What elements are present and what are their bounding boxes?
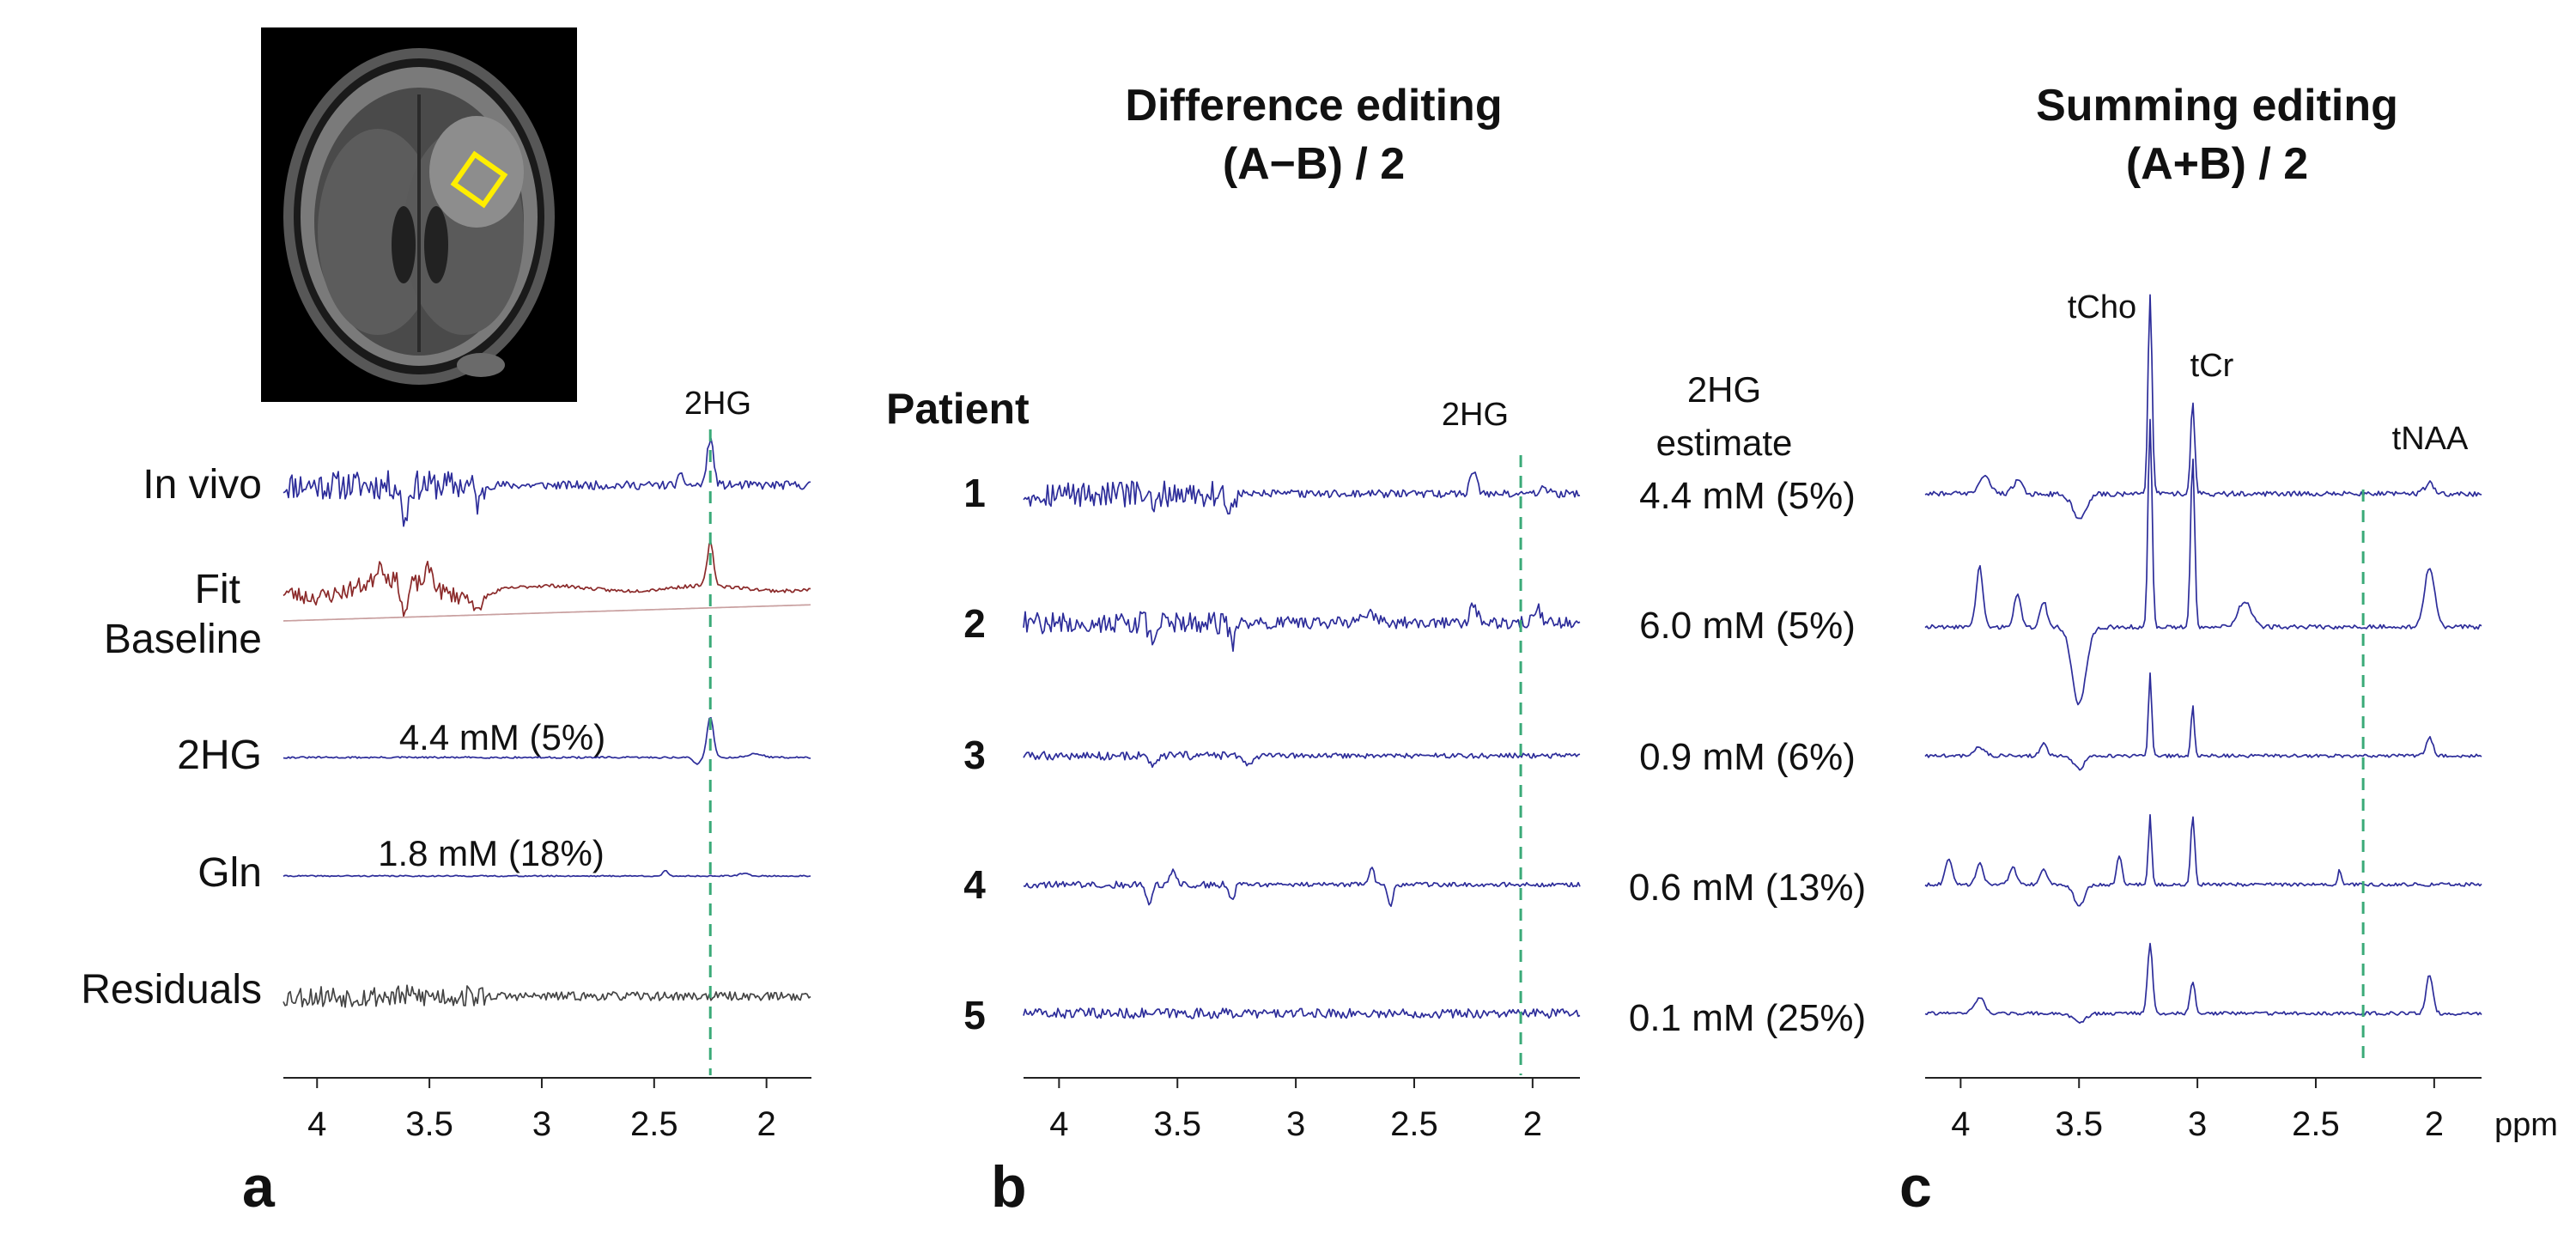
patient-id: 5 xyxy=(963,993,986,1037)
estimate-value: 0.6 mM (13%) xyxy=(1629,867,1866,909)
spectrum-summed xyxy=(1924,672,2482,771)
annotation-gln-conc: 1.8 mM (18%) xyxy=(378,833,605,873)
estimate-header-line1: 2HG xyxy=(1687,369,1761,410)
x-axis-ticks-b: 4 3.5 3 2.5 2 xyxy=(1049,1078,1542,1143)
x-tick-label: 2.5 xyxy=(630,1105,678,1143)
spectrum-baseline xyxy=(283,604,811,622)
x-tick-label: 2 xyxy=(757,1105,776,1143)
title-c-line1: Summing editing xyxy=(2036,81,2398,131)
x-tick-label: 3.5 xyxy=(1153,1105,1201,1143)
x-tick-label: 2.5 xyxy=(1390,1105,1438,1143)
row-label-baseline: Baseline xyxy=(104,617,262,662)
spectrum-summed xyxy=(1924,813,2482,907)
spectrum-patient xyxy=(1023,867,1581,908)
spectra-panel-c xyxy=(1924,294,2482,1024)
x-axis-ticks-a: 4 3.5 3 2.5 2 xyxy=(307,1078,776,1143)
spectrum-patient xyxy=(1023,471,1581,515)
panel-c: Summing editing (A+B) / 2 tCho tCr tNAA … xyxy=(1899,81,2558,1220)
estimate-value: 0.1 mM (25%) xyxy=(1629,997,1866,1039)
panel-letter-a: a xyxy=(242,1154,276,1220)
x-tick-label: 3 xyxy=(1286,1105,1305,1143)
x-tick-label: 2 xyxy=(2425,1105,2444,1143)
spectrum-summed xyxy=(1924,942,2482,1024)
x-tick-label: 3.5 xyxy=(405,1105,453,1143)
estimate-header-line2: estimate xyxy=(1656,423,1793,463)
spectrum-in-vivo xyxy=(283,437,811,527)
peak-label-tcr: tCr xyxy=(2190,348,2234,384)
x-tick-label: 4 xyxy=(307,1105,326,1143)
peak-label-2hg-b: 2HG xyxy=(1442,397,1509,433)
estimate-value: 6.0 mM (5%) xyxy=(1639,605,1856,647)
peak-label-tcho: tCho xyxy=(2068,289,2136,325)
patient-estimates: 4.4 mM (5%) 6.0 mM (5%) 0.9 mM (6%) 0.6 … xyxy=(1629,475,1866,1039)
x-tick-label: 4 xyxy=(1951,1105,1970,1143)
spectrum-patient xyxy=(1023,751,1581,769)
spectrum-patient xyxy=(1023,1007,1581,1019)
panel-letter-c: c xyxy=(1899,1154,1932,1220)
spectra-panel-a xyxy=(283,437,811,1008)
x-axis-ticks-c: 4 3.5 3 2.5 2 xyxy=(1951,1078,2444,1143)
patient-id: 1 xyxy=(963,471,986,515)
spectrum-summed xyxy=(1924,418,2482,706)
spectrum-summed xyxy=(1924,294,2482,520)
spectrum-2hg-component xyxy=(283,716,811,765)
row-label-residuals: Residuals xyxy=(81,967,262,1013)
spectrum-residuals xyxy=(283,984,811,1008)
spectra-panel-b xyxy=(1023,471,1581,1019)
x-tick-label: 3 xyxy=(532,1105,551,1143)
row-label-fit: Fit xyxy=(195,567,240,612)
title-b-line2: (A−B) / 2 xyxy=(1223,139,1405,189)
x-tick-label: 2.5 xyxy=(2292,1105,2340,1143)
x-tick-label: 3 xyxy=(2188,1105,2207,1143)
estimate-value: 4.4 mM (5%) xyxy=(1639,475,1856,517)
title-b-line1: Difference editing xyxy=(1125,81,1502,131)
panel-letter-b: b xyxy=(991,1154,1027,1220)
patient-id: 2 xyxy=(963,601,986,646)
x-tick-label: 2 xyxy=(1523,1105,1542,1143)
patient-id: 4 xyxy=(963,862,986,907)
x-tick-label: 3.5 xyxy=(2055,1105,2103,1143)
patient-id: 3 xyxy=(963,733,986,777)
panel-b: Difference editing (A−B) / 2 Patient 2HG… xyxy=(886,81,1866,1220)
peak-label-tnaa: tNAA xyxy=(2392,421,2469,457)
peak-label-2hg: 2HG xyxy=(684,386,751,422)
axis-unit-ppm: ppm xyxy=(2494,1107,2558,1143)
mri-brain-image xyxy=(261,27,577,402)
row-label-in-vivo: In vivo xyxy=(143,462,262,508)
x-tick-label: 4 xyxy=(1049,1105,1068,1143)
title-c-line2: (A+B) / 2 xyxy=(2126,139,2308,189)
row-label-2hg: 2HG xyxy=(177,733,262,778)
spectrum-gln-component xyxy=(283,869,811,878)
panel-a: In vivo Fit Baseline 2HG Gln Residuals 4… xyxy=(81,27,811,1220)
spectrum-patient xyxy=(1023,602,1581,653)
spectrum-fit xyxy=(283,542,811,617)
patient-header: Patient xyxy=(886,385,1030,433)
roi-voxel xyxy=(450,150,508,209)
patient-ids: 1 2 3 4 5 xyxy=(963,471,986,1037)
estimate-value: 0.9 mM (6%) xyxy=(1639,736,1856,778)
annotation-2hg-conc: 4.4 mM (5%) xyxy=(399,717,605,757)
row-label-gln: Gln xyxy=(197,850,262,896)
